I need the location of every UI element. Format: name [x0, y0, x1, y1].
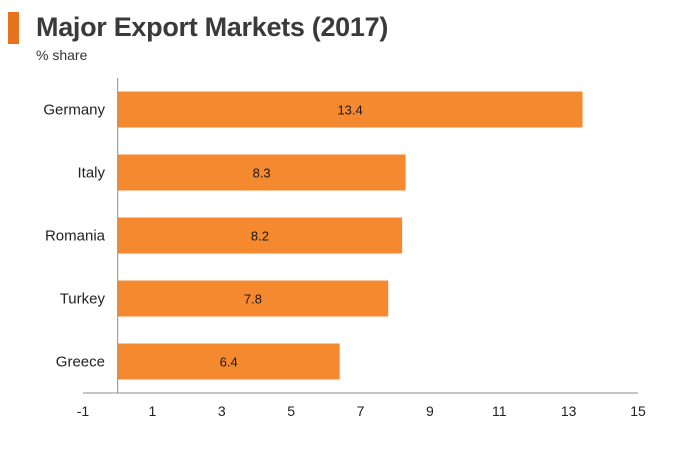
- data-label-turkey: 7.8: [244, 292, 262, 307]
- chart-subtitle: % share: [36, 47, 88, 63]
- category-label-germany: Germany: [43, 102, 105, 119]
- category-label-turkey: Turkey: [60, 291, 106, 308]
- data-label-romania: 8.2: [251, 229, 269, 244]
- data-label-germany: 13.4: [337, 103, 362, 118]
- bar-italy: [117, 154, 406, 191]
- data-label-greece: 6.4: [220, 355, 238, 370]
- category-label-romania: Romania: [45, 228, 106, 245]
- x-tick-label: 13: [561, 403, 577, 419]
- bar-turkey: [117, 280, 389, 317]
- bar-romania: [117, 217, 403, 254]
- bar-germany: [117, 91, 583, 128]
- x-tick-label: 1: [148, 403, 156, 419]
- x-tick-label: 5: [287, 403, 295, 419]
- chart-title: Major Export Markets (2017): [36, 12, 389, 42]
- category-label-italy: Italy: [77, 165, 105, 182]
- x-tick-label: 15: [630, 403, 646, 419]
- x-tick-label: 3: [218, 403, 226, 419]
- data-label-italy: 8.3: [253, 166, 271, 181]
- x-tick-label: -1: [77, 403, 90, 419]
- x-tick-label: 9: [426, 403, 434, 419]
- category-label-greece: Greece: [56, 354, 105, 371]
- bar-greece: [117, 343, 340, 380]
- x-tick-label: 11: [492, 403, 507, 419]
- x-tick-label: 7: [357, 403, 365, 419]
- title-accent-bar: [8, 12, 19, 44]
